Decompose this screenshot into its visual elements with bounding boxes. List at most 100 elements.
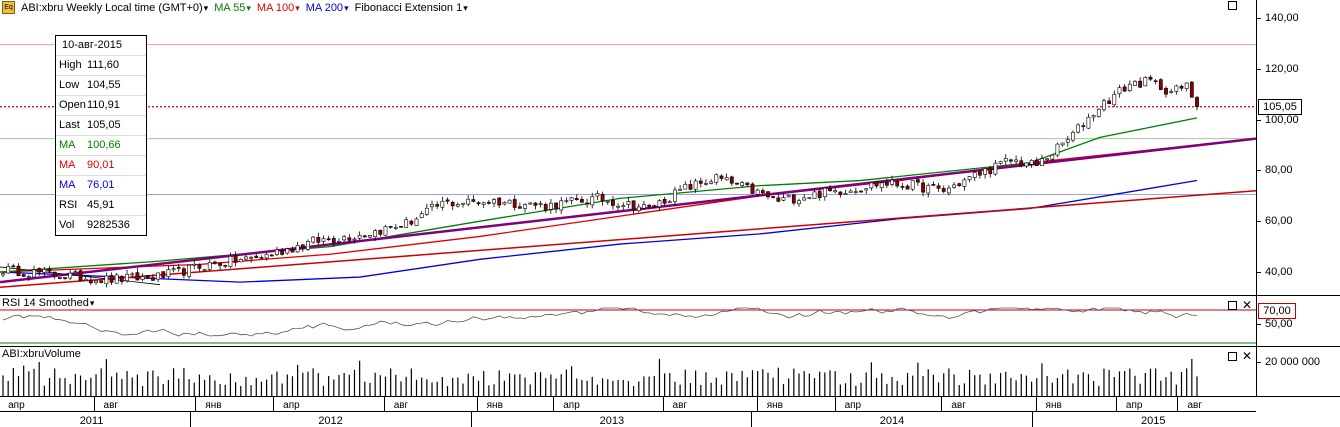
price-pane-header: Eq ABI:xbru Weekly Local time (GMT+0) MA… xyxy=(2,1,468,14)
price-candle xyxy=(109,272,114,286)
price-candle xyxy=(326,235,331,241)
month-separator xyxy=(1177,397,1179,411)
rsi-axis[interactable]: 70,00 50,00 xyxy=(1256,296,1340,347)
price-candle xyxy=(1034,157,1039,166)
close-volume-icon[interactable]: ✕ xyxy=(1242,349,1253,363)
month-label: авг xyxy=(1187,400,1202,411)
price-candle xyxy=(47,266,52,273)
price-candle xyxy=(311,235,316,244)
year-separator xyxy=(189,412,191,427)
price-candle xyxy=(626,197,631,209)
volume-chart[interactable] xyxy=(0,347,1256,397)
price-candle xyxy=(983,168,987,179)
price-candle xyxy=(890,175,894,187)
price-candle xyxy=(791,194,796,206)
price-candle xyxy=(719,174,724,182)
price-candle xyxy=(435,201,440,209)
price-candle xyxy=(419,211,424,219)
time-axis-months[interactable]: апр авг янв апр авг янв апр авг янв апр авг янв апр а… xyxy=(0,397,1256,412)
time-axis-years[interactable]: 2011 2012 2013 2014 2015 xyxy=(0,412,1256,427)
price-candle xyxy=(290,246,295,253)
price-candle xyxy=(373,228,378,242)
price-candle xyxy=(1143,76,1148,87)
price-candle xyxy=(352,237,357,244)
price-candle xyxy=(729,175,734,186)
month-separator xyxy=(476,397,478,411)
price-candle xyxy=(941,185,946,194)
rsi-pane[interactable]: RSI 14 Smoothed ✕ xyxy=(0,296,1256,347)
price-candle xyxy=(1184,82,1189,92)
ma55-legend[interactable]: MA 55 xyxy=(214,2,251,14)
price-candle xyxy=(1133,80,1137,87)
month-label: янв xyxy=(766,400,783,411)
price-candle xyxy=(755,188,760,197)
price-tick-mark xyxy=(1257,221,1261,223)
price-candle xyxy=(197,263,202,272)
price-candle xyxy=(895,180,900,189)
price-candle xyxy=(905,184,910,190)
price-candle xyxy=(347,233,352,243)
price-candle xyxy=(1179,84,1184,91)
ohlc-key: High xyxy=(59,59,82,71)
ma100-legend[interactable]: MA 100 xyxy=(257,2,300,14)
symbol-selector[interactable]: ABI:xbru Weekly Local time (GMT+0) xyxy=(21,2,208,14)
volume-legend[interactable]: ABI:xbruVolume xyxy=(2,348,81,360)
price-candle xyxy=(972,170,977,182)
volume-pane-header: ABI:xbruVolume xyxy=(2,348,81,360)
price-candle xyxy=(1081,122,1086,131)
price-chart[interactable] xyxy=(0,0,1256,296)
maximize-rsi-icon[interactable] xyxy=(1228,301,1237,310)
volume-axis[interactable]: 20 000 000 xyxy=(1256,347,1340,397)
maximize-volume-icon[interactable] xyxy=(1228,352,1237,361)
month-separator xyxy=(1035,397,1037,411)
price-candle xyxy=(280,248,285,256)
price-candle xyxy=(57,277,62,280)
price-candle xyxy=(1127,80,1132,93)
price-tick-label: 60,00 xyxy=(1265,215,1293,228)
price-tick-label: 40,00 xyxy=(1265,266,1293,278)
rsi-chart[interactable] xyxy=(0,296,1256,347)
month-separator xyxy=(93,397,95,411)
volume-pane[interactable]: ABI:xbruVolume ✕ xyxy=(0,347,1256,397)
price-candle xyxy=(590,192,595,209)
price-candle xyxy=(68,269,73,281)
price-candle xyxy=(1148,75,1153,82)
symbol-icon[interactable]: Eq xyxy=(2,1,15,14)
price-candle xyxy=(957,182,962,187)
price-candle xyxy=(853,187,858,195)
price-candle xyxy=(554,202,558,214)
price-candle xyxy=(269,253,274,257)
price-candle xyxy=(337,238,341,245)
price-tick-label: 100,00 xyxy=(1265,113,1299,126)
price-candle xyxy=(538,200,543,208)
price-candle xyxy=(967,176,972,183)
ma200-legend[interactable]: MA 200 xyxy=(306,2,349,14)
price-candle xyxy=(114,272,119,284)
rsi-legend[interactable]: RSI 14 Smoothed xyxy=(2,297,94,309)
price-pane[interactable]: Eq ABI:xbru Weekly Local time (GMT+0) MA… xyxy=(0,0,1256,296)
price-candle xyxy=(507,199,512,204)
price-candle xyxy=(1029,159,1034,168)
price-candle xyxy=(833,187,838,194)
ohlc-key: MA xyxy=(59,179,76,191)
price-candle xyxy=(1189,81,1194,98)
price-candle xyxy=(88,276,93,286)
maximize-pane-icon[interactable] xyxy=(1228,1,1237,10)
price-candle xyxy=(254,253,259,259)
price-candle xyxy=(233,251,238,267)
price-candle xyxy=(962,177,967,191)
price-candle xyxy=(223,264,228,268)
last-price-box: 105,05 xyxy=(1258,98,1302,115)
price-candle xyxy=(838,191,843,198)
price-candle xyxy=(926,183,931,198)
month-label: апр xyxy=(283,400,300,411)
price-candle xyxy=(1158,78,1163,91)
fibonacci-legend[interactable]: Fibonacci Extension 1 xyxy=(355,2,468,14)
price-candle xyxy=(879,180,884,192)
price-candle xyxy=(316,232,321,246)
price-tick-label: 120,00 xyxy=(1265,62,1299,75)
price-axis[interactable]: 140,00 120,00 100,00 80,00 60,00 40,00 105,05 xyxy=(1256,0,1340,296)
close-rsi-icon[interactable]: ✕ xyxy=(1242,298,1253,312)
price-candle xyxy=(1060,142,1065,147)
